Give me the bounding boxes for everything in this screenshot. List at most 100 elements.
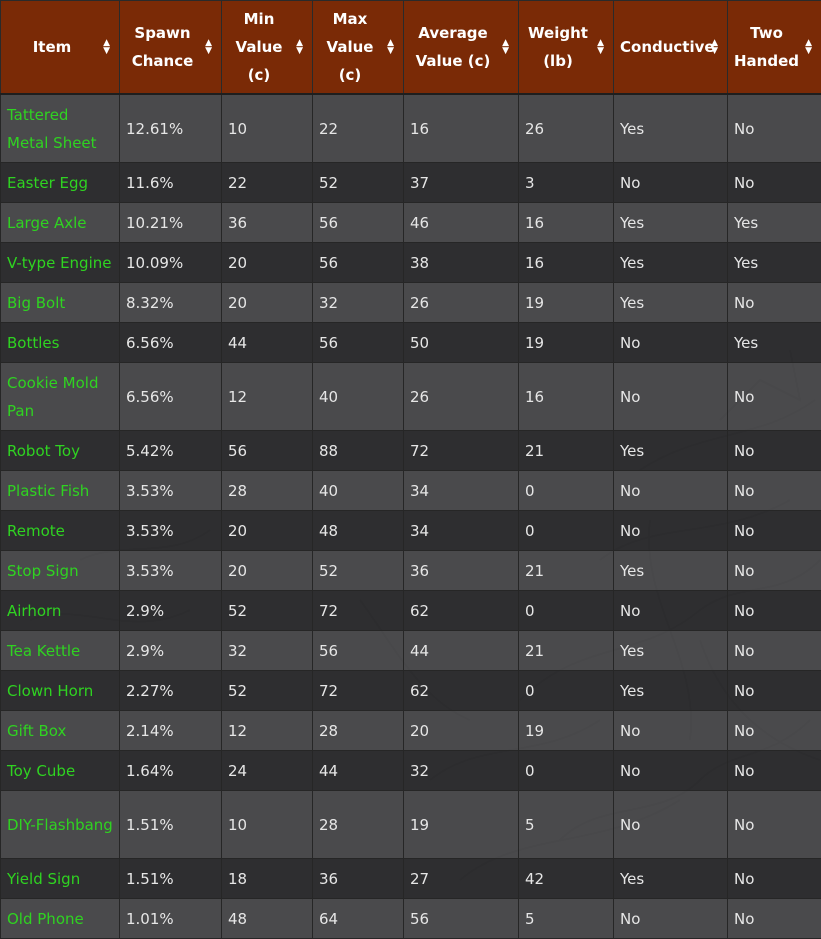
average-value-cell: 16 xyxy=(404,94,519,163)
average-value-cell: 62 xyxy=(404,591,519,631)
max-value-cell: 22 xyxy=(313,94,404,163)
item-cell: Toy Cube xyxy=(1,751,120,791)
column-header-label: Item xyxy=(33,38,72,56)
spawn-chance-cell: 12.61% xyxy=(120,94,222,163)
table-row: Bottles 6.56% 44 56 50 19 No Yes xyxy=(1,323,821,363)
conductive-cell: Yes xyxy=(614,283,728,323)
spawn-chance-cell: 3.53% xyxy=(120,471,222,511)
column-header-label: Max Value (c) xyxy=(327,10,374,84)
column-header-label: Min Value (c) xyxy=(236,10,283,84)
max-value-cell: 28 xyxy=(313,791,404,859)
item-link[interactable]: Robot Toy xyxy=(7,442,80,460)
item-cell: Plastic Fish xyxy=(1,471,120,511)
item-link[interactable]: Easter Egg xyxy=(7,174,88,192)
item-link[interactable]: Toy Cube xyxy=(7,762,75,780)
max-value-cell: 40 xyxy=(313,471,404,511)
max-value-cell: 44 xyxy=(313,751,404,791)
item-link[interactable]: Remote xyxy=(7,522,65,540)
average-value-cell: 50 xyxy=(404,323,519,363)
spawn-chance-cell: 8.32% xyxy=(120,283,222,323)
item-link[interactable]: Cookie Mold Pan xyxy=(7,374,99,420)
weight-cell: 19 xyxy=(519,711,614,751)
weight-cell: 16 xyxy=(519,203,614,243)
average-value-cell: 20 xyxy=(404,711,519,751)
column-header-spawn-chance[interactable]: Spawn Chance▲▼ xyxy=(120,1,222,95)
spawn-chance-cell: 1.64% xyxy=(120,751,222,791)
sort-arrows-icon: ▲▼ xyxy=(205,39,212,55)
sort-arrows-icon: ▲▼ xyxy=(103,39,110,55)
max-value-cell: 56 xyxy=(313,631,404,671)
weight-cell: 0 xyxy=(519,591,614,631)
column-header-two-handed[interactable]: Two Handed▲▼ xyxy=(728,1,821,95)
column-header-min-value[interactable]: Min Value (c)▲▼ xyxy=(222,1,313,95)
two-handed-cell: No xyxy=(728,283,821,323)
column-header-max-value[interactable]: Max Value (c)▲▼ xyxy=(313,1,404,95)
weight-cell: 3 xyxy=(519,163,614,203)
item-link[interactable]: Tea Kettle xyxy=(7,642,80,660)
conductive-cell: Yes xyxy=(614,203,728,243)
item-cell: Stop Sign xyxy=(1,551,120,591)
table-row: Gift Box 2.14% 12 28 20 19 No No xyxy=(1,711,821,751)
item-cell: Tattered Metal Sheet xyxy=(1,94,120,163)
average-value-cell: 62 xyxy=(404,671,519,711)
item-link[interactable]: Tattered Metal Sheet xyxy=(7,106,97,152)
item-link[interactable]: Big Bolt xyxy=(7,294,65,312)
table-row: Old Phone 1.01% 48 64 56 5 No No xyxy=(1,899,821,939)
column-header-item[interactable]: Item ▲▼ xyxy=(1,1,120,95)
conductive-cell: Yes xyxy=(614,431,728,471)
max-value-cell: 40 xyxy=(313,363,404,431)
item-cell: Clown Horn xyxy=(1,671,120,711)
two-handed-cell: No xyxy=(728,671,821,711)
weight-cell: 0 xyxy=(519,471,614,511)
conductive-cell: No xyxy=(614,591,728,631)
two-handed-cell: No xyxy=(728,631,821,671)
item-link[interactable]: Clown Horn xyxy=(7,682,93,700)
two-handed-cell: No xyxy=(728,94,821,163)
column-header-average-value[interactable]: Average Value (c)▲▼ xyxy=(404,1,519,95)
sort-arrows-icon: ▲▼ xyxy=(597,39,604,55)
weight-cell: 19 xyxy=(519,323,614,363)
item-link[interactable]: Bottles xyxy=(7,334,59,352)
item-link[interactable]: Gift Box xyxy=(7,722,66,740)
column-header-weight[interactable]: Weight (lb)▲▼ xyxy=(519,1,614,95)
max-value-cell: 52 xyxy=(313,163,404,203)
table-row: Big Bolt 8.32% 20 32 26 19 Yes No xyxy=(1,283,821,323)
sort-arrows-icon: ▲▼ xyxy=(805,39,812,55)
item-link[interactable]: Airhorn xyxy=(7,602,61,620)
two-handed-cell: Yes xyxy=(728,243,821,283)
weight-cell: 26 xyxy=(519,94,614,163)
spawn-chance-cell: 10.09% xyxy=(120,243,222,283)
table-row: Stop Sign 3.53% 20 52 36 21 Yes No xyxy=(1,551,821,591)
weight-cell: 21 xyxy=(519,551,614,591)
weight-cell: 42 xyxy=(519,859,614,899)
column-header-label: Conductive xyxy=(620,38,715,56)
table-row: Easter Egg 11.6% 22 52 37 3 No No xyxy=(1,163,821,203)
two-handed-cell: No xyxy=(728,791,821,859)
spawn-chance-cell: 2.9% xyxy=(120,631,222,671)
item-link[interactable]: Old Phone xyxy=(7,910,84,928)
item-link[interactable]: V-type Engine xyxy=(7,254,111,272)
two-handed-cell: No xyxy=(728,751,821,791)
item-cell: V-type Engine xyxy=(1,243,120,283)
item-link[interactable]: Stop Sign xyxy=(7,562,79,580)
item-link[interactable]: Plastic Fish xyxy=(7,482,89,500)
item-cell: Gift Box xyxy=(1,711,120,751)
spawn-chance-cell: 2.9% xyxy=(120,591,222,631)
two-handed-cell: No xyxy=(728,899,821,939)
weight-cell: 16 xyxy=(519,243,614,283)
item-link[interactable]: DIY-Flashbang xyxy=(7,816,113,834)
min-value-cell: 20 xyxy=(222,511,313,551)
spawn-chance-cell: 3.53% xyxy=(120,511,222,551)
average-value-cell: 44 xyxy=(404,631,519,671)
min-value-cell: 24 xyxy=(222,751,313,791)
item-cell: Big Bolt xyxy=(1,283,120,323)
item-link[interactable]: Yield Sign xyxy=(7,870,80,888)
item-link[interactable]: Large Axle xyxy=(7,214,87,232)
conductive-cell: No xyxy=(614,511,728,551)
table-row: Robot Toy 5.42% 56 88 72 21 Yes No xyxy=(1,431,821,471)
column-header-label: Average Value (c) xyxy=(416,24,491,70)
conductive-cell: Yes xyxy=(614,243,728,283)
column-header-conductive[interactable]: Conductive▲▼ xyxy=(614,1,728,95)
max-value-cell: 52 xyxy=(313,551,404,591)
average-value-cell: 19 xyxy=(404,791,519,859)
